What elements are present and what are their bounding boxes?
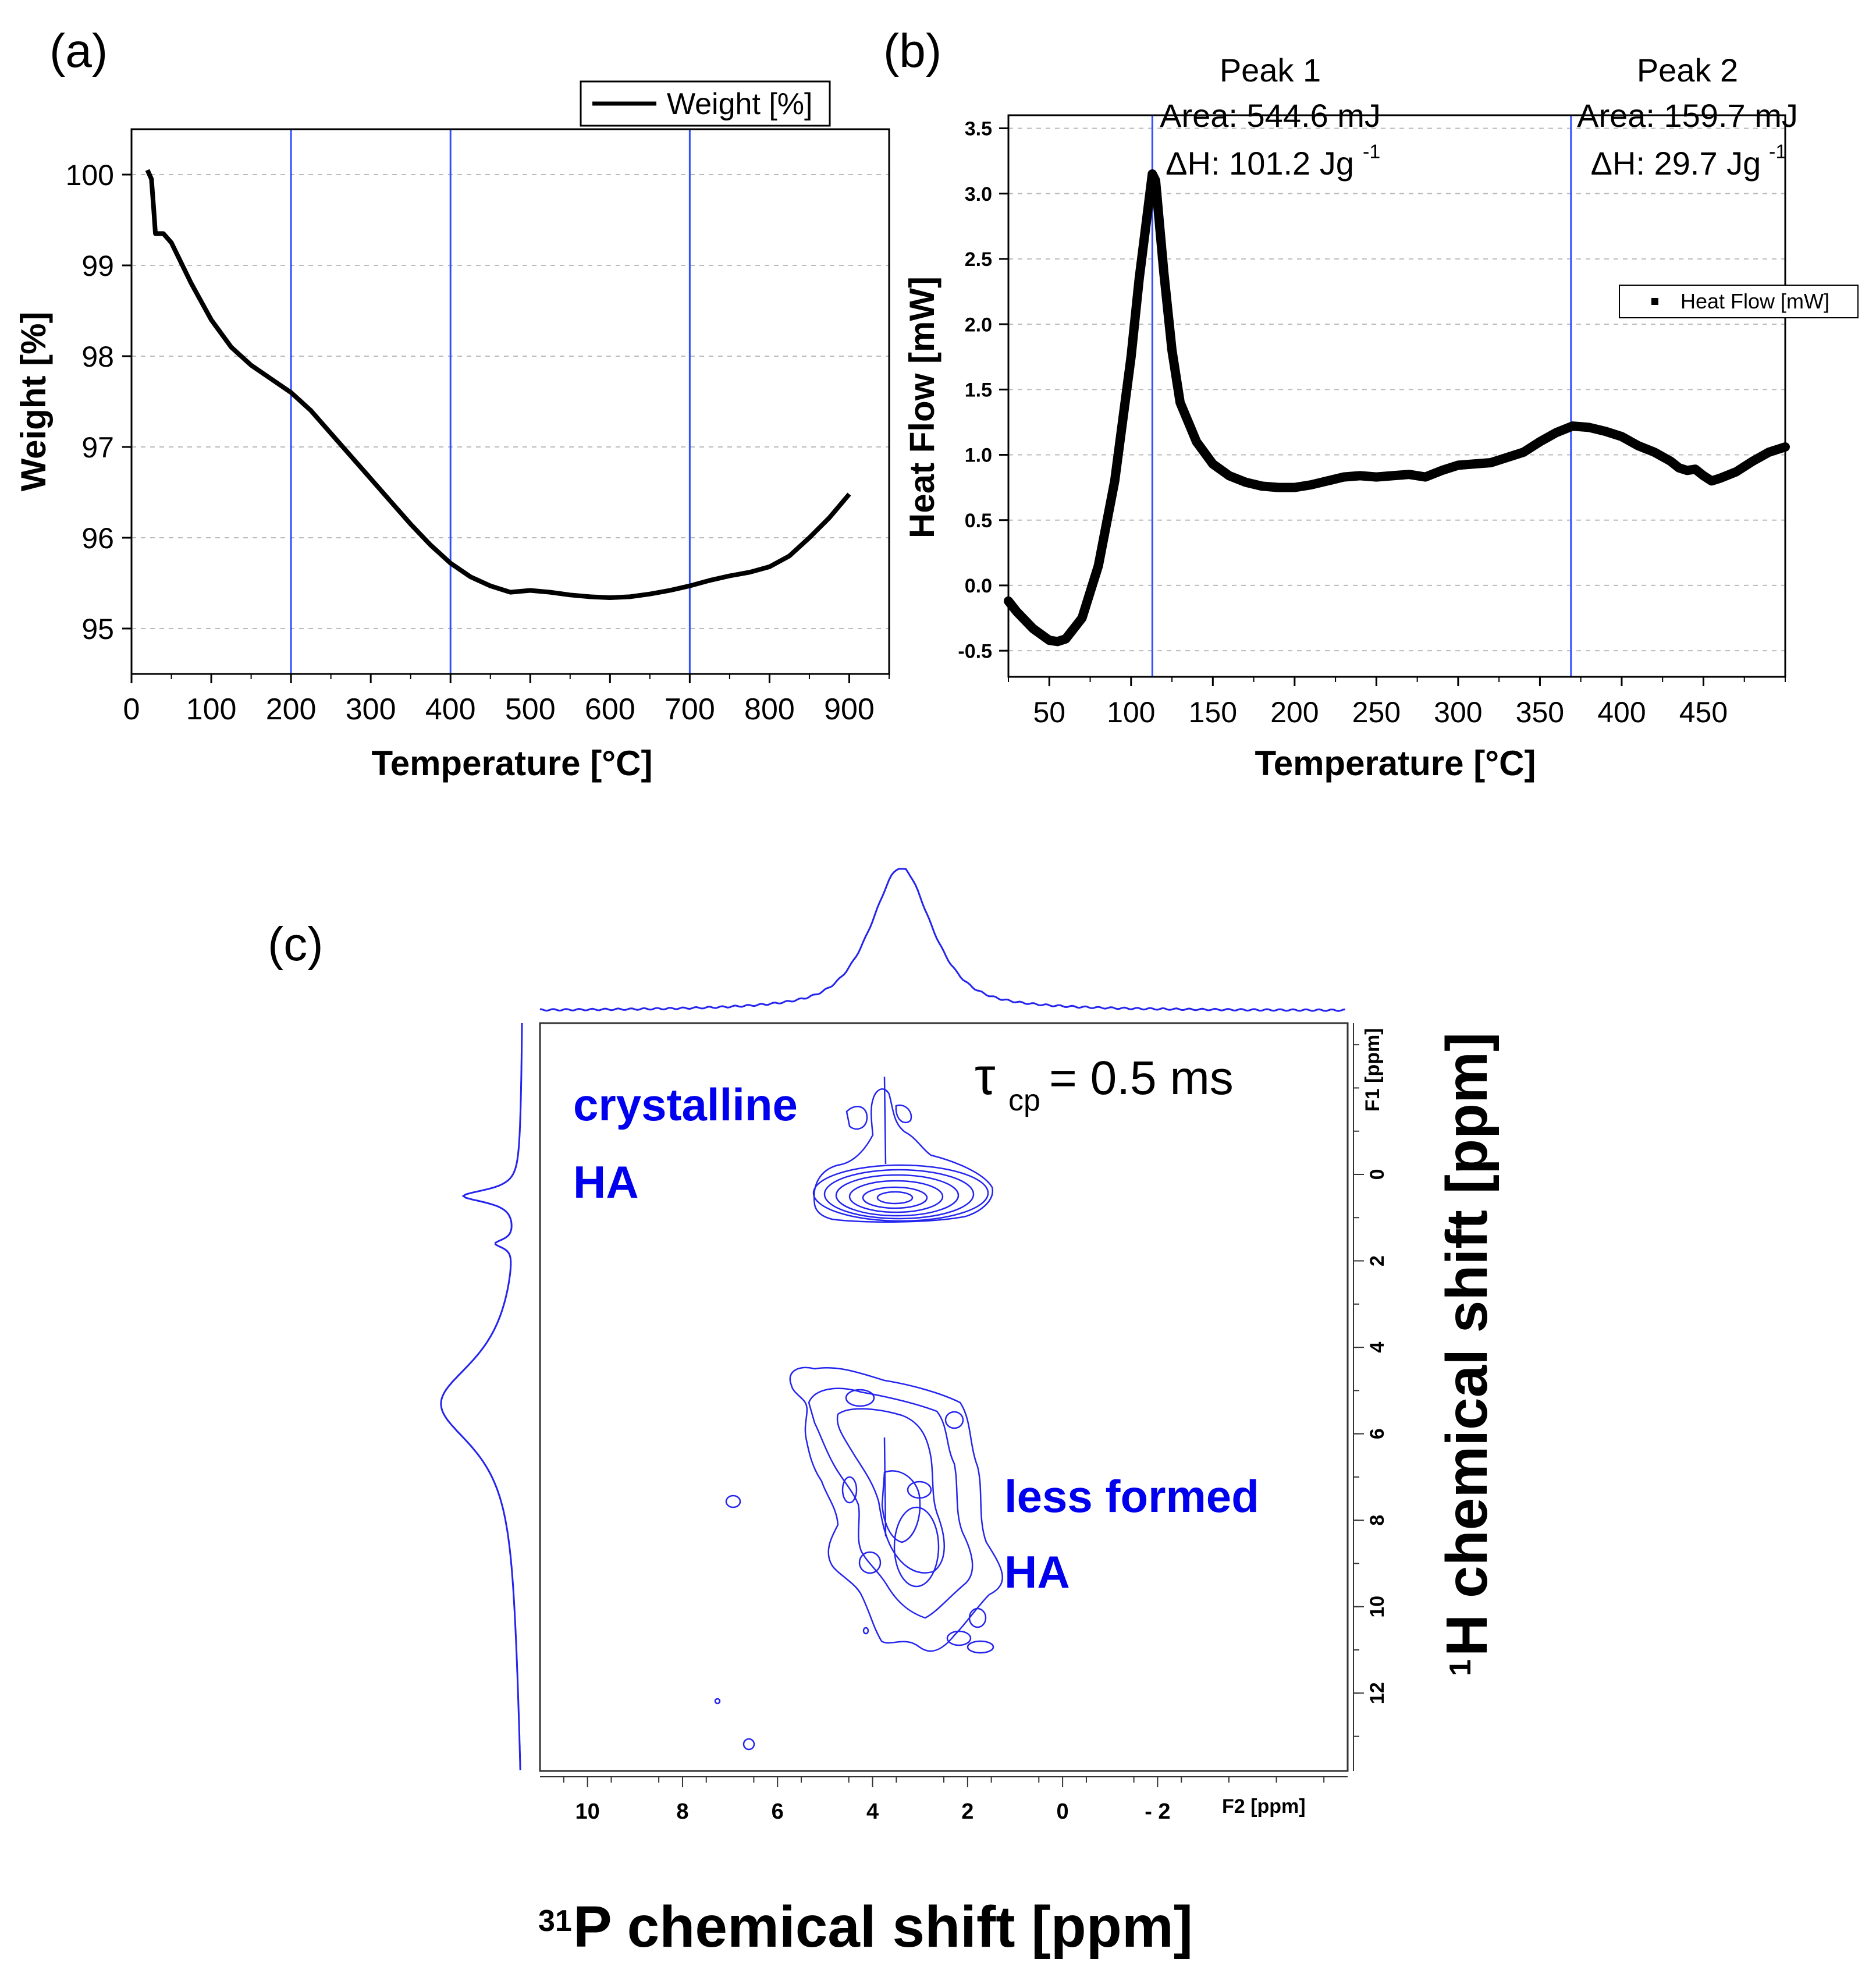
y-tick-label: 0.5 — [965, 510, 992, 532]
x-tick-label: 300 — [346, 693, 396, 726]
legend-swatch-b — [1651, 298, 1658, 305]
legend-label-a: Weight [%] — [667, 87, 812, 121]
noise-contours — [714, 1495, 994, 1751]
x-tick-label: 900 — [824, 693, 875, 726]
peak-2-enthalpy-exponent: -1 — [1769, 141, 1786, 163]
y-tick-label: 0 — [1366, 1169, 1388, 1180]
y-tick-label: 97 — [81, 431, 114, 464]
panel-label-b: (b) — [883, 24, 941, 77]
y-tick-label: 2.0 — [965, 314, 992, 336]
peak-1-enthalpy: ΔH: 101.2 Jg — [1166, 145, 1354, 182]
x-axis-title-c-superscript: 31 — [538, 1904, 572, 1938]
y-tick-label: 1.0 — [965, 445, 992, 467]
panel-label-a: (a) — [49, 24, 108, 77]
x-tick-label: 2 — [961, 1799, 973, 1824]
x-tick-label: 450 — [1679, 696, 1728, 729]
x-tick-label: 350 — [1516, 696, 1564, 729]
heat-flow-series-line — [1004, 169, 1790, 647]
x-tick-label: 50 — [1033, 696, 1065, 729]
peak-1-title: Peak 1 — [1220, 52, 1321, 88]
x-tick-label: 500 — [505, 693, 556, 726]
f2-projection-trace — [539, 868, 1346, 1012]
x-tick-label: - 2 — [1145, 1799, 1170, 1824]
y-tick-label: -0.5 — [958, 640, 992, 662]
y-tick-label: 6 — [1366, 1428, 1388, 1439]
x-tick-label: 700 — [665, 693, 715, 726]
y-tick-label: 98 — [81, 340, 114, 373]
y-tick-label: 100 — [66, 159, 114, 191]
y-tick-label: 12 — [1366, 1682, 1388, 1704]
peak-2-enthalpy: ΔH: 29.7 Jg — [1591, 145, 1761, 182]
y-tick-label: 99 — [81, 250, 114, 282]
x-tick-label: 600 — [585, 693, 635, 726]
y-axis-title-c: H chemical shift [ppm] — [1434, 1032, 1500, 1656]
peak-1-area: Area: 544.6 mJ — [1160, 97, 1381, 134]
tau-value: = 0.5 ms — [1049, 1052, 1234, 1105]
y-axis-title-c-group: 1 H chemical shift [ppm] — [1434, 1032, 1500, 1676]
tau-symbol: τ — [975, 1048, 996, 1106]
crystalline-label-line1: crystalline — [573, 1079, 798, 1130]
x-tick-label: 4 — [866, 1799, 879, 1824]
plot-frame-a — [130, 128, 890, 675]
peak-2-area: Area: 159.7 mJ — [1577, 97, 1798, 134]
peak-2-annotation: Peak 2 Area: 159.7 mJ ΔH: 29.7 Jg -1 — [1577, 52, 1798, 182]
x-axis-title-a: Temperature [°C] — [372, 744, 653, 783]
x-tick-label: 150 — [1189, 696, 1237, 729]
y-tick-label: 2.5 — [965, 249, 992, 271]
x-tick-label: 400 — [425, 693, 476, 726]
x-tick-label: 100 — [1107, 696, 1155, 729]
y-tick-label: 96 — [81, 522, 114, 555]
y-tick-label: 2 — [1366, 1255, 1388, 1266]
less-formed-label-line2: HA — [1004, 1546, 1070, 1598]
x-tick-label: 400 — [1597, 696, 1646, 729]
legend-a: Weight [%] — [580, 80, 831, 127]
legend-b: Heat Flow [mW] — [1619, 285, 1859, 318]
x-tick-label: 250 — [1352, 696, 1401, 729]
plot-frame-b — [1007, 114, 1786, 678]
panel-a: (a) 0 100 200 300 400 500 600 700 800 900 95 96 97 98… — [14, 24, 890, 783]
y-axis-title-a: Weight [%] — [14, 312, 53, 492]
y-axis-title-c-superscript: 1 — [1444, 1659, 1477, 1676]
x-tick-label: 10 — [575, 1799, 600, 1824]
panel-b: (b) 50 100 150 200 250 300 350 400 450 -0.5 0.0 0.5… — [883, 24, 1859, 783]
y-tick-label: 8 — [1366, 1515, 1388, 1526]
legend-box-b — [1619, 285, 1859, 318]
weight-series-line — [145, 169, 851, 600]
y-axis-title-b: Heat Flow [mW] — [903, 276, 941, 538]
x-tick-label: 100 — [186, 693, 237, 726]
y-tick-label: 3.0 — [965, 183, 992, 205]
y-tick-label: 3.5 — [965, 118, 992, 140]
x-tick-label: 800 — [744, 693, 795, 726]
x-tick-label: 6 — [772, 1799, 784, 1824]
y-tick-label: 4 — [1366, 1342, 1388, 1353]
x-tick-label: 0 — [1057, 1799, 1069, 1824]
x-tick-label: 200 — [1270, 696, 1319, 729]
peak-1-enthalpy-exponent: -1 — [1363, 141, 1380, 163]
x-axis-title-c: P chemical shift [ppm] — [573, 1894, 1193, 1960]
panel-c: (c) — [268, 868, 1500, 1960]
crystalline-ha-contours — [812, 1076, 994, 1223]
f1-axis-name: F1 [ppm] — [1362, 1028, 1384, 1112]
x-tick-label: 8 — [676, 1799, 688, 1824]
x-tick-label: 300 — [1434, 696, 1482, 729]
crystalline-label-line2: HA — [573, 1156, 639, 1208]
legend-label-b: Heat Flow [mW] — [1680, 289, 1829, 313]
y-tick-label: 10 — [1366, 1596, 1388, 1618]
y-tick-label: 0.0 — [965, 575, 992, 597]
less-formed-ha-contours — [789, 1366, 1003, 1652]
y-tick-label: 95 — [81, 613, 114, 645]
f1-projection-trace — [440, 1023, 523, 1770]
x-tick-label: 0 — [123, 693, 140, 726]
plot-frame-c — [539, 1022, 1349, 1772]
panel-label-c: (c) — [268, 918, 324, 971]
peak-2-title: Peak 2 — [1637, 52, 1738, 88]
x-tick-label: 200 — [266, 693, 317, 726]
f2-axis-name: F2 [ppm] — [1222, 1795, 1306, 1818]
peak-1-annotation: Peak 1 Area: 544.6 mJ ΔH: 101.2 Jg -1 — [1160, 52, 1381, 182]
tau-subscript: cp — [1008, 1084, 1040, 1117]
less-formed-label-line1: less formed — [1004, 1471, 1259, 1522]
y-tick-label: 1.5 — [965, 379, 992, 402]
x-axis-title-b: Temperature [°C] — [1255, 744, 1536, 783]
